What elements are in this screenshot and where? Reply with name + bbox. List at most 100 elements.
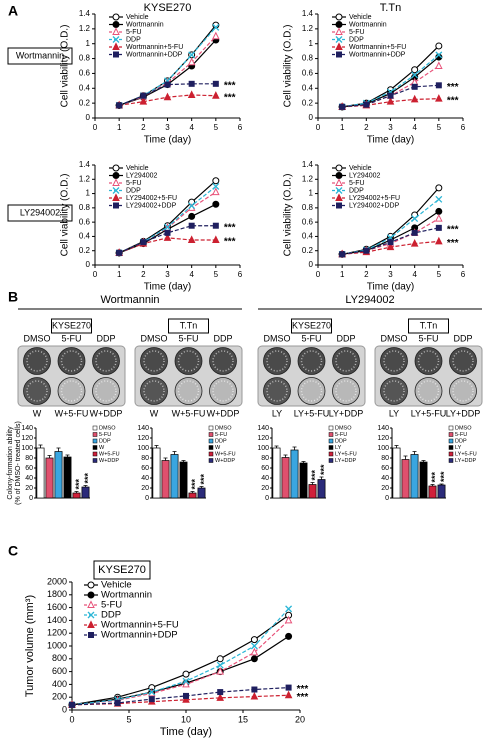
x-tick-label: 6 <box>238 123 243 132</box>
y-tick-label: 100 <box>257 445 269 452</box>
plate-top-label: 5-FU <box>62 333 82 343</box>
plate-top-label: DMSO <box>381 333 408 343</box>
legend-swatch <box>92 438 98 444</box>
bar <box>410 454 419 499</box>
title-box <box>93 560 151 580</box>
legend-swatch <box>328 425 334 431</box>
well-texture <box>417 380 440 402</box>
legend-label: LY294002+5-FU <box>126 195 177 202</box>
error-bar <box>319 476 324 480</box>
chart-title: KYSE270 <box>98 564 146 576</box>
marker <box>387 239 394 246</box>
legend-marker <box>335 36 343 43</box>
bar <box>428 485 437 499</box>
legend-label: DMSO <box>99 425 116 431</box>
x-tick-label: 1 <box>340 123 345 132</box>
group-header: LY294002 <box>345 294 394 306</box>
x-tick-label: 15 <box>238 714 248 724</box>
plate-top-label: 5-FU <box>419 333 439 343</box>
marker <box>212 177 220 185</box>
legend-label: DDP <box>101 610 121 621</box>
y-tick-label: 40 <box>25 475 33 482</box>
error-bar <box>56 447 61 452</box>
y-tick-label: 0 <box>385 495 389 502</box>
y-tick-label: 1 <box>309 189 314 198</box>
row-label: LY294002 <box>20 207 60 217</box>
y-axis-title: Cell viability (O.D.) <box>283 174 294 257</box>
marker <box>411 71 419 79</box>
plate-bottom-label: W+5-FU <box>172 408 206 418</box>
y-tick-label: 120 <box>21 435 33 442</box>
marker <box>435 224 442 231</box>
y-tick-label: 120 <box>137 435 149 442</box>
marker <box>164 229 171 236</box>
plate-bottom-label: LY+DDP <box>329 408 364 418</box>
marker <box>69 701 75 708</box>
x-tick-label: 5 <box>437 270 442 279</box>
legend-label: DDP <box>335 438 347 444</box>
y-tick-label: 140 <box>21 425 33 432</box>
legend-swatch <box>328 458 334 463</box>
legend-marker <box>112 172 120 179</box>
y-tick-label: 20 <box>141 485 149 492</box>
well-texture <box>60 380 83 402</box>
y-tick-label: 20 <box>261 485 269 492</box>
well-texture <box>300 380 323 402</box>
marker <box>187 57 196 66</box>
x-axis-title: Time (day) <box>160 726 212 738</box>
legend-swatch <box>208 451 214 457</box>
x-tick-label: 1 <box>117 123 122 132</box>
well-texture <box>177 350 200 372</box>
legend-marker <box>87 591 95 599</box>
marker <box>250 655 258 663</box>
y-tick-label: 100 <box>21 445 33 452</box>
y-tick-label: 120 <box>257 435 269 442</box>
legend-swatch <box>448 445 454 450</box>
significance: *** <box>447 238 459 249</box>
marker <box>140 239 147 246</box>
legend-label: Wortmannin+5-FU <box>126 44 183 51</box>
legend-marker <box>335 13 343 21</box>
marker <box>212 80 219 87</box>
marker <box>212 222 219 229</box>
legend-label: 5-FU <box>101 600 122 611</box>
legend-label: LY294002 <box>126 172 158 179</box>
cell-line-box <box>408 318 449 334</box>
legend-label: Wortmannin+5-FU <box>349 44 406 51</box>
legend-label: LY <box>455 445 462 451</box>
marker <box>188 51 196 59</box>
legend-label: W+5-FU <box>215 451 236 457</box>
y-tick-label: 400 <box>52 679 67 689</box>
legend-marker <box>112 164 120 172</box>
row-label: Wortmannin <box>16 50 64 60</box>
legend-marker <box>112 27 120 35</box>
error-bar <box>190 491 195 493</box>
legend-label: LY294002+5-FU <box>349 195 400 202</box>
marker <box>250 642 258 650</box>
legend-label: Wortmannin+DDP <box>349 51 406 58</box>
legend-label: Vehicle <box>101 580 132 591</box>
series-line <box>118 225 216 254</box>
x-tick-label: 3 <box>165 123 170 132</box>
legend-label: W+DDP <box>99 458 119 464</box>
legend-swatch <box>448 438 454 444</box>
y-tick-label: 0.2 <box>79 246 91 255</box>
legend-label: LY+5-FU <box>455 451 477 457</box>
significance: *** <box>224 80 236 91</box>
legend-swatch <box>328 445 334 450</box>
bar <box>299 462 308 499</box>
y-tick-label: 0 <box>145 495 149 502</box>
marker <box>411 83 418 90</box>
y-axis-title: Cell viability (O.D.) <box>60 174 71 257</box>
marker <box>182 679 190 688</box>
error-bar <box>199 486 204 488</box>
error-bar <box>292 446 297 450</box>
chart-title: KYSE270 <box>144 2 192 14</box>
legend-swatch <box>92 458 98 463</box>
y-tick-label: 0 <box>309 113 314 122</box>
y-tick-label: 1600 <box>47 602 67 612</box>
plate-bottom-label: W <box>33 408 42 418</box>
bar <box>188 492 197 499</box>
plate-bottom-label: LY+DDP <box>446 408 481 418</box>
plate-bottom-label: LY+5-FU <box>411 408 447 418</box>
